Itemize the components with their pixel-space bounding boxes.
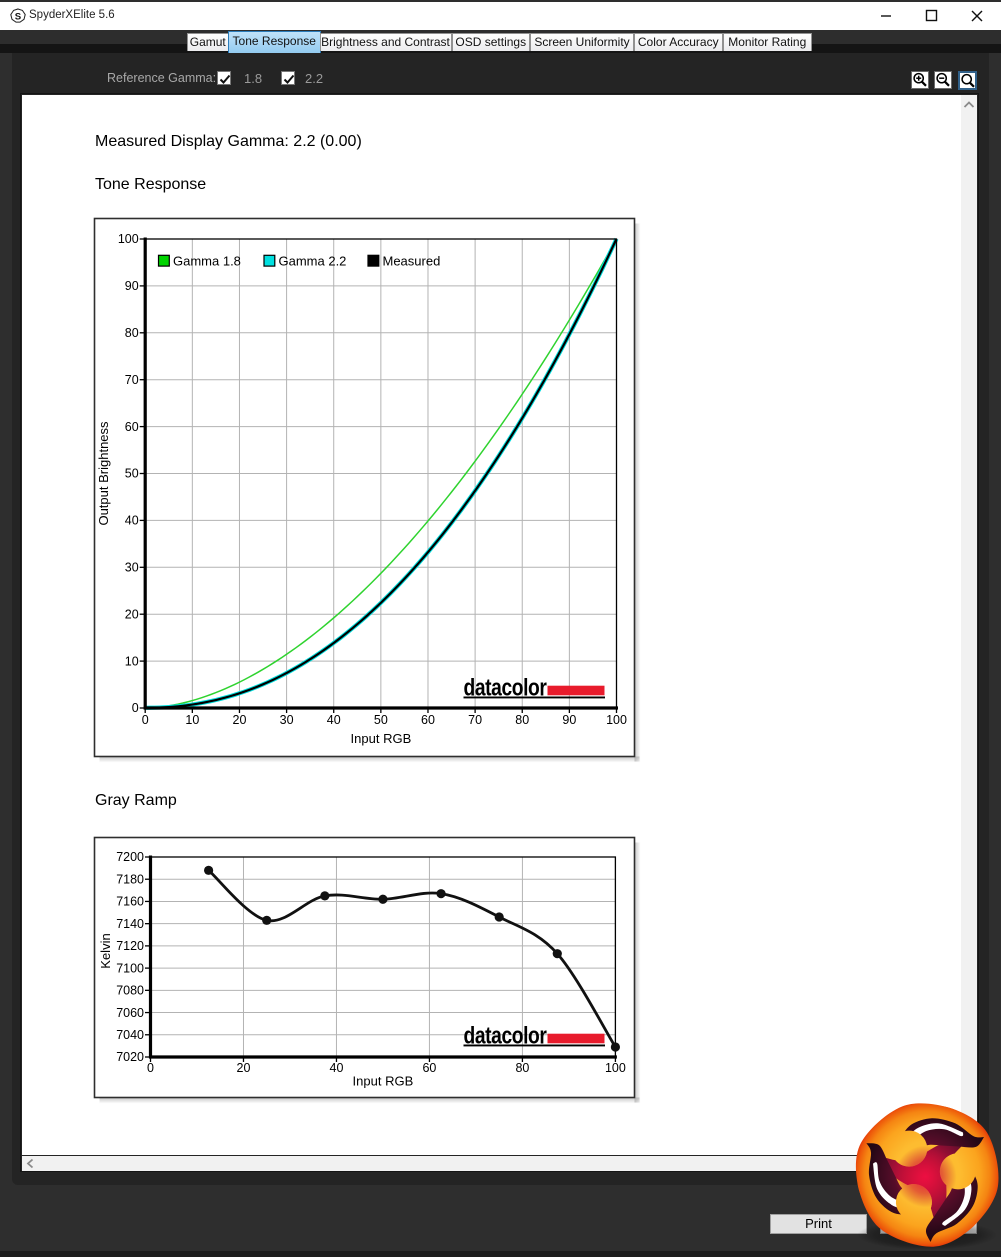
- svg-text:90: 90: [125, 279, 139, 293]
- svg-text:10: 10: [185, 713, 199, 727]
- svg-text:0: 0: [142, 713, 149, 727]
- svg-text:7080: 7080: [116, 984, 144, 998]
- svg-text:40: 40: [330, 1061, 344, 1075]
- svg-text:60: 60: [125, 420, 139, 434]
- svg-text:90: 90: [562, 713, 576, 727]
- svg-text:80: 80: [125, 326, 139, 340]
- svg-text:70: 70: [125, 373, 139, 387]
- svg-text:7060: 7060: [116, 1006, 144, 1020]
- svg-text:20: 20: [233, 713, 247, 727]
- svg-text:80: 80: [515, 1061, 529, 1075]
- svg-text:Gamma 2.2: Gamma 2.2: [279, 253, 347, 268]
- svg-text:7120: 7120: [116, 939, 144, 953]
- svg-text:0: 0: [147, 1061, 154, 1075]
- svg-text:40: 40: [125, 514, 139, 528]
- svg-text:100: 100: [606, 713, 627, 727]
- svg-text:Kelvin: Kelvin: [98, 933, 113, 968]
- svg-text:100: 100: [605, 1061, 626, 1075]
- svg-text:80: 80: [515, 713, 529, 727]
- svg-text:7160: 7160: [116, 895, 144, 909]
- svg-text:30: 30: [125, 561, 139, 575]
- svg-text:Measured: Measured: [383, 253, 441, 268]
- svg-text:Input RGB: Input RGB: [351, 731, 412, 746]
- svg-text:Output Brightness: Output Brightness: [96, 421, 111, 526]
- svg-text:S: S: [14, 11, 21, 22]
- svg-text:7200: 7200: [116, 850, 144, 864]
- svg-text:50: 50: [374, 713, 388, 727]
- svg-text:40: 40: [327, 713, 341, 727]
- svg-text:10: 10: [125, 654, 139, 668]
- svg-text:7100: 7100: [116, 961, 144, 975]
- svg-text:Input RGB: Input RGB: [353, 1074, 414, 1089]
- svg-text:7140: 7140: [116, 917, 144, 931]
- svg-text:7020: 7020: [116, 1050, 144, 1064]
- svg-text:100: 100: [118, 232, 139, 246]
- svg-text:7180: 7180: [116, 872, 144, 886]
- svg-text:0: 0: [132, 701, 139, 715]
- svg-text:20: 20: [237, 1061, 251, 1075]
- svg-text:30: 30: [280, 713, 294, 727]
- svg-text:20: 20: [125, 607, 139, 621]
- svg-text:60: 60: [422, 1061, 436, 1075]
- svg-text:70: 70: [468, 713, 482, 727]
- svg-text:50: 50: [125, 467, 139, 481]
- svg-text:7040: 7040: [116, 1028, 144, 1042]
- svg-text:60: 60: [421, 713, 435, 727]
- svg-text:Gamma 1.8: Gamma 1.8: [173, 253, 241, 268]
